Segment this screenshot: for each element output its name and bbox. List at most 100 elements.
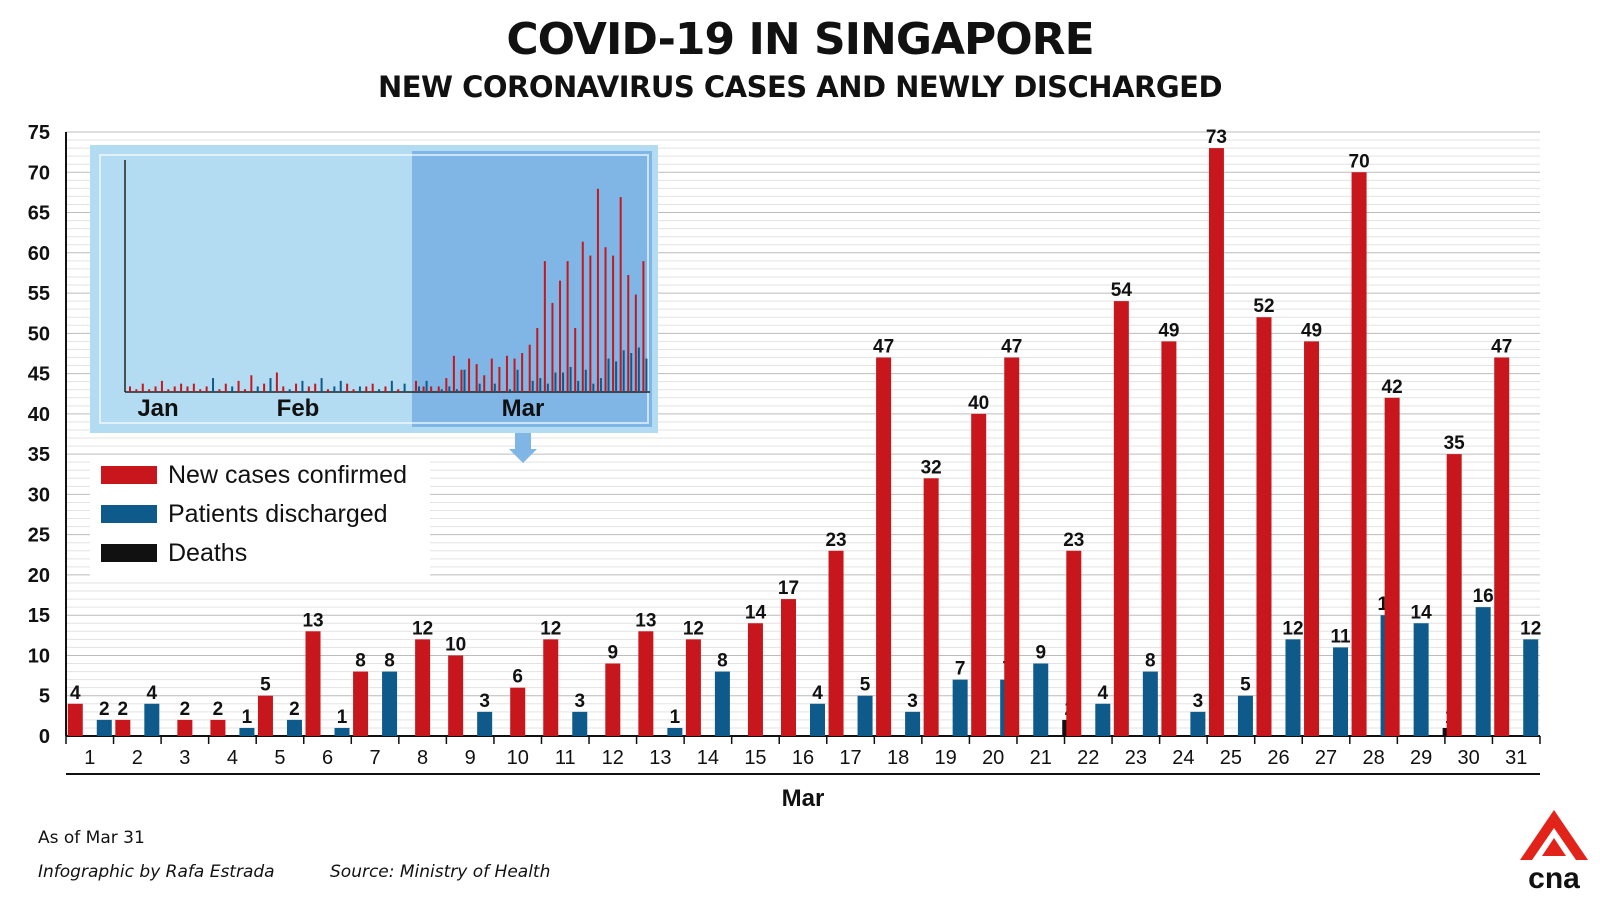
- bar-discharged: [334, 727, 350, 736]
- data-label: 47: [873, 336, 894, 357]
- inset-bar: [596, 188, 599, 392]
- x-tick-label: 23: [1125, 747, 1147, 769]
- data-label: 14: [1411, 602, 1433, 623]
- inset-bar: [403, 383, 406, 392]
- x-tick-label: 22: [1077, 747, 1099, 769]
- bar-new-cases: [1161, 341, 1177, 736]
- x-tick-label: 30: [1458, 747, 1480, 769]
- inset-bar: [440, 389, 443, 392]
- data-label: 12: [1520, 618, 1541, 639]
- inset-bar: [135, 389, 138, 392]
- inset-bar: [521, 353, 524, 392]
- x-tick-label: 10: [507, 747, 529, 769]
- inset-bar: [493, 383, 496, 392]
- data-label: 12: [412, 618, 433, 639]
- inset-bar: [186, 386, 189, 392]
- data-label: 7: [955, 659, 966, 680]
- x-tick-label: 18: [887, 747, 909, 769]
- data-label: 35: [1444, 433, 1466, 454]
- inset-bar: [599, 378, 602, 392]
- y-tick-label: 45: [28, 364, 50, 386]
- inset-bar: [589, 255, 592, 392]
- data-label: 4: [70, 683, 81, 704]
- chart-subtitle: NEW CORONAVIRUS CASES AND NEWLY DISCHARG…: [377, 70, 1223, 104]
- inset-bar: [160, 380, 163, 392]
- inset-bar: [645, 358, 648, 392]
- x-tick-label: 9: [465, 747, 476, 769]
- x-tick-label: 25: [1220, 747, 1242, 769]
- inset-bar: [612, 255, 615, 392]
- y-tick-label: 20: [28, 565, 50, 587]
- x-tick-label: 8: [417, 747, 428, 769]
- cna-logo-triangle: [1520, 810, 1588, 860]
- inset-bar: [513, 358, 516, 392]
- x-tick-label: 3: [179, 747, 190, 769]
- inset-bar: [581, 241, 584, 392]
- bar-new-cases: [115, 719, 131, 736]
- bar-new-cases: [605, 663, 621, 736]
- x-tick-label: 28: [1362, 747, 1384, 769]
- data-label: 1: [670, 707, 681, 728]
- y-tick-label: 0: [39, 726, 50, 748]
- inset-bar: [256, 386, 259, 392]
- inset-arrow-head: [509, 449, 537, 463]
- inset-bar: [445, 378, 448, 392]
- data-label: 70: [1349, 151, 1370, 172]
- data-label: 32: [921, 457, 942, 478]
- y-tick-label: 30: [28, 484, 50, 506]
- inset-bar: [437, 386, 440, 392]
- bar-discharged: [1190, 711, 1206, 736]
- inset-bar: [418, 386, 420, 392]
- bar-new-cases: [971, 413, 987, 736]
- data-label: 13: [302, 610, 323, 631]
- bar-new-cases: [1208, 148, 1224, 736]
- inset-bar: [339, 380, 342, 392]
- inset-bar: [642, 261, 645, 392]
- x-tick-label: 2: [132, 747, 143, 769]
- data-label: 4: [1098, 683, 1109, 704]
- data-label: 4: [147, 683, 158, 704]
- inset-bar: [384, 386, 387, 392]
- bar-new-cases: [1384, 397, 1400, 736]
- data-label: 14: [745, 602, 767, 623]
- inset-arrow-stem: [515, 433, 531, 449]
- data-label: 8: [717, 651, 728, 672]
- inset-bar: [634, 294, 637, 392]
- x-tick-label: 14: [697, 747, 719, 769]
- data-label: 2: [118, 699, 129, 720]
- inset-bar: [562, 372, 565, 392]
- bar-new-cases: [1446, 454, 1462, 736]
- inset-bar: [516, 369, 519, 392]
- bar-discharged: [1142, 671, 1158, 736]
- y-tick-label: 70: [28, 162, 50, 184]
- data-label: 47: [1491, 336, 1512, 357]
- data-label: 2: [289, 699, 300, 720]
- cna-logo: cna: [1520, 810, 1588, 892]
- inset-bar: [269, 378, 272, 392]
- bar-new-cases: [305, 631, 321, 736]
- x-tick-label: 19: [935, 747, 957, 769]
- data-label: 13: [635, 610, 656, 631]
- inset-bar: [314, 383, 317, 392]
- chart-title: COVID-19 IN SINGAPORE: [506, 14, 1094, 65]
- inset-bar: [415, 380, 417, 392]
- bar-discharged: [1475, 607, 1491, 736]
- inset-bar: [154, 386, 157, 392]
- inset-bar: [627, 275, 630, 392]
- y-tick-label: 5: [39, 686, 50, 708]
- inset-bar: [320, 378, 323, 392]
- data-label: 42: [1382, 377, 1403, 398]
- legend-label: Patients discharged: [168, 500, 388, 528]
- y-tick-label: 40: [28, 404, 50, 426]
- inset-bar: [584, 369, 587, 392]
- inset-bar: [531, 380, 534, 392]
- y-tick-label: 15: [28, 605, 50, 627]
- inset-bar: [288, 389, 291, 392]
- bar-discharged: [714, 671, 730, 736]
- data-label: 17: [778, 578, 799, 599]
- bar-discharged: [857, 695, 873, 736]
- data-label: 49: [1158, 320, 1179, 341]
- bar-new-cases: [923, 478, 939, 736]
- data-label: 3: [574, 691, 585, 712]
- x-tick-label: 17: [839, 747, 861, 769]
